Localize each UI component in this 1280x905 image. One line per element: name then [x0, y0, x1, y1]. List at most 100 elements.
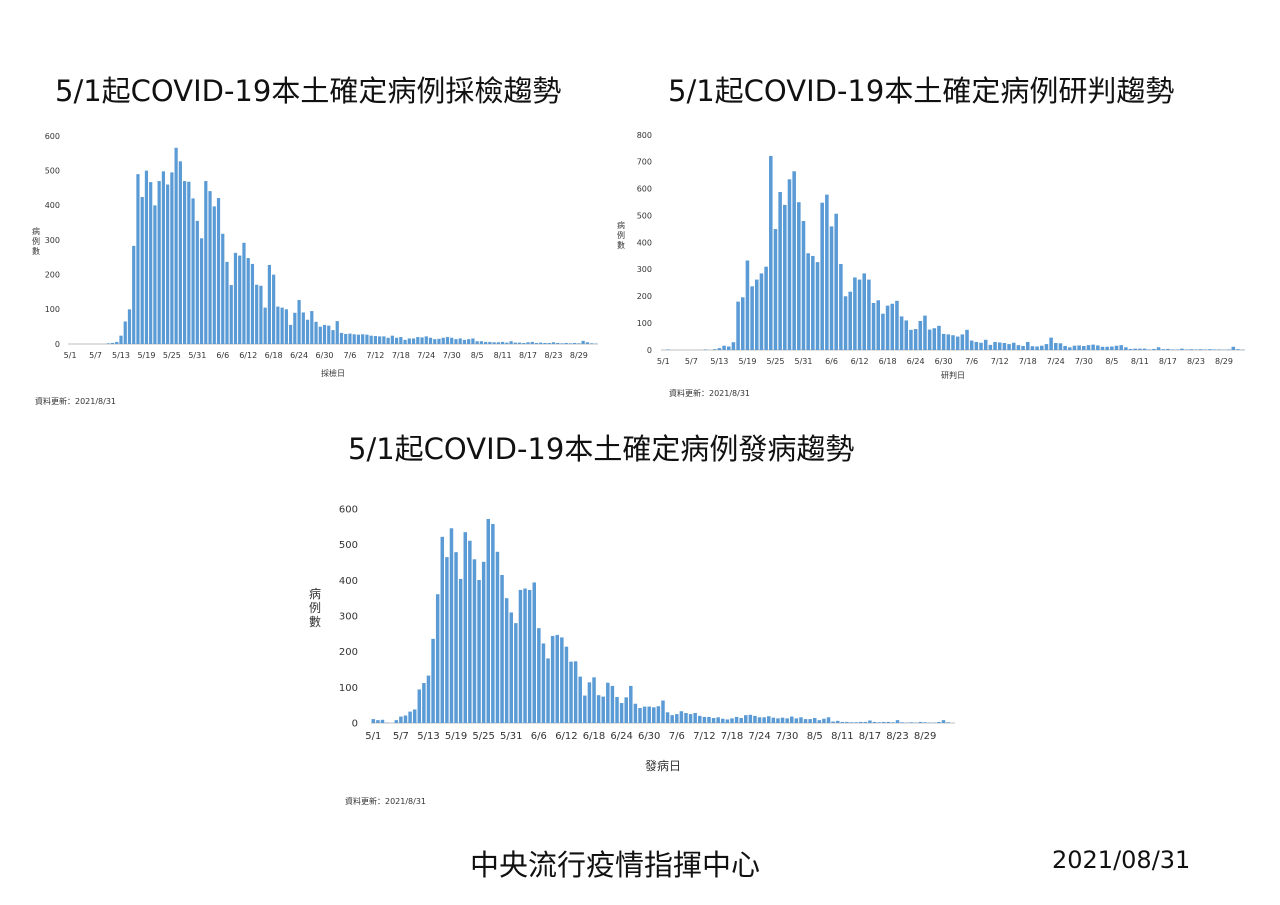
confirm-bar	[923, 315, 927, 350]
confirm-bar	[904, 320, 909, 350]
confirm-bar	[722, 345, 726, 350]
onset-bar	[518, 589, 523, 723]
onset-x-tick-label: 7/12	[693, 731, 715, 742]
onset-bar	[403, 715, 408, 723]
onset-bar	[881, 721, 886, 723]
footer-organization: 中央流行疫情指揮中心	[470, 848, 761, 882]
confirm-bar	[820, 202, 824, 350]
sampling-x-tick-label: 5/31	[188, 351, 206, 360]
confirm-bar	[997, 342, 1002, 350]
onset-bar	[596, 695, 601, 723]
sampling-bar	[500, 341, 505, 344]
onset-bar	[946, 722, 950, 723]
sampling-bar	[420, 337, 424, 344]
onset-x-tick-label: 5/1	[365, 731, 381, 742]
confirm-bar	[913, 329, 918, 350]
sampling-bar	[280, 307, 284, 344]
confirm-x-tick-label: 8/11	[1131, 357, 1149, 366]
onset-bar	[417, 689, 422, 723]
sampling-bar	[191, 198, 195, 344]
confirm-bar	[895, 300, 899, 350]
sampling-bar	[318, 326, 322, 344]
onset-bar	[716, 717, 720, 723]
confirm-bar	[1086, 345, 1091, 350]
confirm-bar	[1180, 348, 1184, 350]
confirm-bar	[1128, 348, 1133, 350]
onset-update-note: 資料更新：2021/8/31	[345, 797, 427, 806]
onset-bar	[550, 635, 555, 723]
confirm-bar	[811, 255, 815, 350]
sampling-bar	[106, 343, 110, 344]
onset-bar	[426, 675, 431, 723]
confirm-bar	[932, 328, 937, 350]
confirm-bar	[1100, 346, 1105, 350]
confirm-bar	[1058, 343, 1063, 350]
onset-bar	[698, 715, 702, 723]
confirm-bar	[848, 291, 852, 350]
sampling-bar	[246, 258, 250, 344]
sampling-bar	[361, 334, 365, 344]
confirm-bar	[1016, 345, 1021, 350]
confirm-bar	[773, 229, 778, 350]
onset-bar	[449, 528, 454, 723]
sampling-bar	[378, 336, 382, 344]
confirm-bar	[839, 264, 843, 350]
confirm-bar	[1025, 341, 1030, 350]
sampling-bar	[276, 306, 280, 344]
onset-bar	[725, 719, 730, 723]
onset-bar	[679, 711, 684, 723]
sampling-y-tick-label: 400	[45, 201, 60, 210]
sampling-bar	[322, 324, 327, 344]
onset-bar	[422, 683, 426, 723]
onset-bar	[937, 721, 941, 723]
sampling-bar	[166, 184, 170, 344]
onset-bar	[739, 718, 743, 723]
sampling-bar	[221, 233, 225, 344]
sampling-x-tick-label: 5/7	[89, 351, 102, 360]
onset-bar	[748, 714, 753, 723]
sampling-bar	[216, 198, 221, 344]
sampling-y-tick-label: 0	[55, 340, 60, 349]
confirm-bar	[1021, 345, 1025, 350]
onset-x-tick-label: 5/19	[445, 731, 467, 742]
sampling-bar	[161, 171, 166, 344]
confirm-bar	[899, 316, 904, 350]
onset-x-tick-label: 5/13	[417, 731, 439, 742]
sampling-bar	[229, 285, 233, 344]
sampling-bar	[187, 181, 191, 344]
onset-x-tick-label: 5/25	[472, 731, 494, 742]
sampling-bar	[157, 181, 161, 344]
confirm-x-tick-label: 5/25	[766, 357, 784, 366]
sampling-bar	[492, 342, 496, 344]
confirm-x-tick-label: 5/7	[685, 357, 698, 366]
confirm-bar	[1226, 349, 1231, 350]
onset-bar	[412, 709, 417, 723]
confirm-bar	[806, 253, 810, 350]
onset-y-axis-label: 病	[309, 586, 321, 601]
sampling-bar	[178, 161, 182, 344]
onset-y-axis-label: 例	[309, 601, 321, 615]
onset-bar	[514, 623, 518, 723]
sampling-x-tick-label: 5/25	[163, 351, 181, 360]
sampling-y-axis-label: 病	[32, 226, 40, 236]
confirm-bar	[769, 155, 773, 350]
confirm-bar	[955, 336, 960, 350]
onset-y-tick-label: 300	[339, 612, 358, 623]
onset-bar	[661, 700, 665, 723]
confirm-bar	[1212, 349, 1217, 350]
sampling-bar	[556, 342, 560, 344]
sampling-bar	[475, 341, 479, 344]
confirm-bar	[1152, 348, 1156, 350]
sampling-bar	[250, 263, 255, 344]
confirm-y-tick-label: 700	[637, 158, 652, 167]
sampling-bar	[479, 341, 484, 344]
sampling-bar	[534, 342, 539, 344]
onset-bar	[431, 638, 435, 723]
onset-bar	[523, 588, 527, 723]
onset-bar	[546, 658, 550, 723]
confirm-x-tick-label: 6/12	[851, 357, 869, 366]
sampling-bar	[331, 330, 335, 344]
confirm-bar	[1077, 345, 1081, 350]
confirm-y-tick-label: 600	[637, 185, 652, 194]
confirm-bar	[1231, 346, 1236, 350]
